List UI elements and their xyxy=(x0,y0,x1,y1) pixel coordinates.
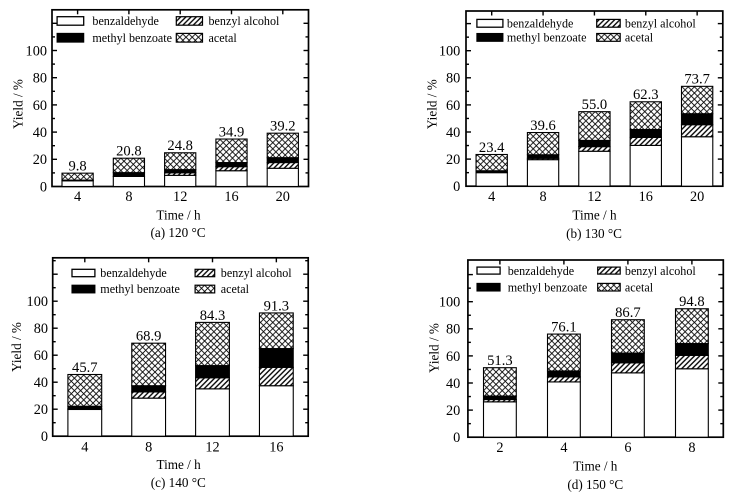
svg-text:76.1: 76.1 xyxy=(551,319,577,335)
svg-text:40: 40 xyxy=(33,125,47,141)
svg-text:Yield / %: Yield / % xyxy=(427,323,442,373)
svg-text:20: 20 xyxy=(33,152,47,168)
svg-text:4: 4 xyxy=(74,189,81,205)
svg-text:8: 8 xyxy=(145,440,152,456)
svg-text:94.8: 94.8 xyxy=(679,294,705,310)
svg-text:24.8: 24.8 xyxy=(167,138,193,154)
svg-text:benzaldehyde: benzaldehyde xyxy=(92,14,158,28)
svg-text:60: 60 xyxy=(446,98,460,114)
svg-text:4: 4 xyxy=(81,440,88,456)
svg-text:62.3: 62.3 xyxy=(633,87,659,103)
svg-text:benzaldehyde: benzaldehyde xyxy=(100,266,166,280)
svg-text:methyl benzoate: methyl benzoate xyxy=(100,282,180,296)
svg-text:86.7: 86.7 xyxy=(615,305,641,321)
svg-text:Time / h: Time / h xyxy=(156,457,201,472)
svg-text:39.2: 39.2 xyxy=(270,119,296,135)
svg-text:40: 40 xyxy=(34,375,48,391)
svg-text:methyl benzoate: methyl benzoate xyxy=(508,280,588,294)
svg-text:8: 8 xyxy=(688,440,695,456)
svg-text:methyl benzoate: methyl benzoate xyxy=(507,31,587,45)
svg-text:(a) 120 °C: (a) 120 °C xyxy=(150,225,205,240)
svg-text:methyl benzoate: methyl benzoate xyxy=(92,31,172,45)
svg-text:0: 0 xyxy=(453,179,460,195)
svg-text:16: 16 xyxy=(269,440,283,456)
svg-text:Yield / %: Yield / % xyxy=(9,322,24,372)
svg-text:benzaldehyde: benzaldehyde xyxy=(508,264,574,278)
svg-text:4: 4 xyxy=(560,440,567,456)
svg-text:Time / h: Time / h xyxy=(156,208,201,223)
svg-text:68.9: 68.9 xyxy=(136,329,162,345)
svg-text:91.3: 91.3 xyxy=(264,298,290,314)
svg-text:acetal: acetal xyxy=(209,31,238,45)
svg-text:Yield / %: Yield / % xyxy=(11,79,26,129)
svg-text:0: 0 xyxy=(453,430,460,446)
svg-text:benzyl alcohol: benzyl alcohol xyxy=(209,14,280,28)
svg-text:40: 40 xyxy=(446,376,460,392)
svg-text:100: 100 xyxy=(439,44,460,60)
svg-text:80: 80 xyxy=(446,71,460,87)
svg-text:4: 4 xyxy=(488,189,495,205)
svg-text:73.7: 73.7 xyxy=(684,72,710,88)
svg-text:16: 16 xyxy=(639,189,653,205)
svg-text:20: 20 xyxy=(446,152,460,168)
svg-text:12: 12 xyxy=(205,440,219,456)
svg-text:2: 2 xyxy=(496,440,503,456)
svg-text:20: 20 xyxy=(446,403,460,419)
svg-text:55.0: 55.0 xyxy=(582,97,608,113)
svg-text:60: 60 xyxy=(446,349,460,365)
svg-text:Yield / %: Yield / % xyxy=(425,79,440,129)
svg-text:60: 60 xyxy=(34,348,48,364)
svg-text:84.3: 84.3 xyxy=(200,308,226,324)
svg-text:45.7: 45.7 xyxy=(72,360,98,376)
svg-text:39.6: 39.6 xyxy=(530,118,556,134)
svg-text:benzyl alcohol: benzyl alcohol xyxy=(625,264,696,278)
svg-text:20: 20 xyxy=(690,189,704,205)
svg-text:8: 8 xyxy=(125,189,132,205)
svg-text:80: 80 xyxy=(33,71,47,87)
svg-text:20: 20 xyxy=(34,402,48,418)
svg-text:20: 20 xyxy=(276,189,290,205)
svg-text:benzyl alcohol: benzyl alcohol xyxy=(625,16,696,30)
svg-text:80: 80 xyxy=(446,322,460,338)
svg-text:100: 100 xyxy=(439,295,460,311)
svg-text:(c) 140 °C: (c) 140 °C xyxy=(151,475,206,490)
svg-text:6: 6 xyxy=(624,440,631,456)
svg-text:40: 40 xyxy=(446,125,460,141)
svg-text:9.8: 9.8 xyxy=(68,159,86,175)
svg-text:Time / h: Time / h xyxy=(572,208,617,223)
svg-text:(b) 130 °C: (b) 130 °C xyxy=(566,226,622,241)
svg-text:0: 0 xyxy=(40,179,47,195)
svg-text:16: 16 xyxy=(224,189,238,205)
svg-text:12: 12 xyxy=(587,189,601,205)
svg-text:20.8: 20.8 xyxy=(116,144,142,160)
svg-text:Time / h: Time / h xyxy=(573,458,618,473)
svg-text:acetal: acetal xyxy=(625,31,654,45)
svg-text:8: 8 xyxy=(539,189,546,205)
svg-text:(d) 150 °C: (d) 150 °C xyxy=(567,477,623,492)
svg-text:100: 100 xyxy=(26,43,47,59)
svg-text:benzyl alcohol: benzyl alcohol xyxy=(221,266,292,280)
svg-text:benzaldehyde: benzaldehyde xyxy=(507,16,573,30)
svg-text:0: 0 xyxy=(41,429,48,445)
svg-text:12: 12 xyxy=(173,189,187,205)
svg-text:100: 100 xyxy=(27,294,48,310)
svg-text:80: 80 xyxy=(34,321,48,337)
svg-text:acetal: acetal xyxy=(221,282,250,296)
svg-text:51.3: 51.3 xyxy=(487,353,513,369)
svg-text:acetal: acetal xyxy=(625,280,654,294)
svg-text:60: 60 xyxy=(33,98,47,114)
svg-text:23.4: 23.4 xyxy=(479,140,505,156)
svg-text:34.9: 34.9 xyxy=(219,124,245,140)
